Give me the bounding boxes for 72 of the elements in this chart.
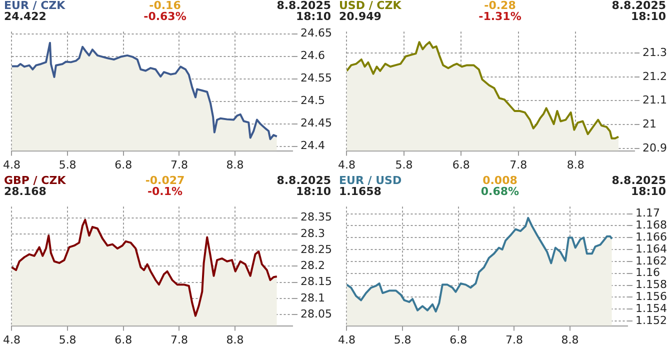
x-tick-label: 5.8 — [395, 158, 413, 172]
text: 20.949 — [339, 10, 382, 23]
x-tick-label: 8.8 — [226, 333, 244, 346]
chart-title: EUR / CZK — [4, 0, 66, 12]
y-tick-label: 24.5 — [300, 94, 326, 108]
y-tick-label: 20.9 — [642, 141, 668, 154]
chart-title: EUR / USD — [339, 174, 402, 187]
chart-title: USD / CZK — [339, 0, 402, 12]
text: 28.168 — [4, 185, 46, 198]
x-tick-label: 7.8 — [170, 158, 188, 172]
y-tick-label: 1.162 — [636, 254, 668, 268]
y-tick-label: 1.16 — [636, 266, 660, 280]
x-tick-label: 8.8 — [566, 158, 584, 172]
y-tick-label: 1.166 — [636, 230, 668, 244]
text: 18:10 — [630, 185, 666, 198]
y-tick-label: 21 — [642, 117, 657, 130]
text: 24.422 — [4, 10, 46, 23]
x-tick-label: 6.8 — [114, 158, 132, 172]
text: 0.68% — [480, 185, 520, 198]
y-tick-label: 28.2 — [300, 259, 326, 272]
text: -0.027 — [144, 174, 186, 187]
x-tick-label: 4.8 — [338, 333, 356, 346]
y-tick-label: 28.3 — [300, 226, 326, 240]
y-tick-label: 28.1 — [300, 291, 326, 304]
x-tick-label: 7.8 — [170, 333, 188, 346]
text: -1.31% — [478, 10, 522, 23]
text: -0.16 — [149, 0, 181, 12]
y-tick-label: 21.2 — [642, 70, 668, 83]
text: -0.1% — [146, 185, 184, 198]
x-tick-label: 5.8 — [58, 333, 76, 346]
text: 8.8.2025 — [612, 174, 666, 187]
y-tick-label: 24.45 — [300, 116, 332, 130]
chart-title: GBP / CZK — [4, 174, 66, 187]
x-tick-label: 6.8 — [114, 333, 132, 346]
y-tick-label: 1.168 — [636, 218, 668, 232]
x-tick-label: 7.8 — [505, 333, 523, 346]
y-tick-label: 21.1 — [642, 94, 668, 107]
y-tick-label: 1.154 — [636, 302, 668, 315]
y-tick-label: 28.05 — [300, 307, 332, 320]
x-tick-label: 7.8 — [510, 158, 528, 172]
text: 18:10 — [630, 10, 666, 23]
text: 8.8.2025 — [276, 0, 331, 12]
y-tick-label: 28.25 — [300, 242, 332, 256]
y-tick-label: 1.152 — [636, 314, 668, 327]
x-tick-label: 5.8 — [394, 333, 412, 346]
y-tick-label: 1.158 — [636, 278, 668, 292]
text: 18:10 — [296, 10, 331, 23]
text: 18:10 — [296, 185, 331, 198]
x-tick-label: 4.8 — [2, 333, 20, 346]
x-tick-label: 4.8 — [338, 158, 356, 172]
text: 1.1658 — [339, 185, 382, 198]
x-tick-label: 6.8 — [452, 158, 470, 172]
y-tick-label: 24.6 — [300, 49, 326, 62]
x-tick-label: 8.8 — [561, 333, 579, 346]
y-tick-label: 1.164 — [636, 242, 668, 256]
text: 0.008 — [482, 174, 518, 187]
x-tick-label: 4.8 — [2, 158, 20, 172]
y-tick-label: 21.3 — [642, 46, 668, 59]
text: 8.8.2025 — [276, 174, 331, 187]
x-tick-label: 8.8 — [226, 158, 244, 172]
y-tick-label: 1.17 — [636, 206, 660, 220]
y-tick-label: 24.65 — [300, 26, 332, 40]
y-tick-label: 24.4 — [300, 139, 326, 152]
text: 8.8.2025 — [612, 0, 666, 12]
text: -0.63% — [142, 10, 188, 23]
y-tick-label: 28.15 — [300, 275, 332, 288]
text: -0.28 — [484, 0, 516, 12]
y-tick-label: 28.35 — [300, 210, 332, 224]
y-tick-label: 24.55 — [300, 72, 332, 85]
y-tick-label: 1.156 — [636, 290, 668, 304]
x-tick-label: 5.8 — [58, 158, 76, 172]
x-tick-label: 6.8 — [450, 333, 468, 346]
